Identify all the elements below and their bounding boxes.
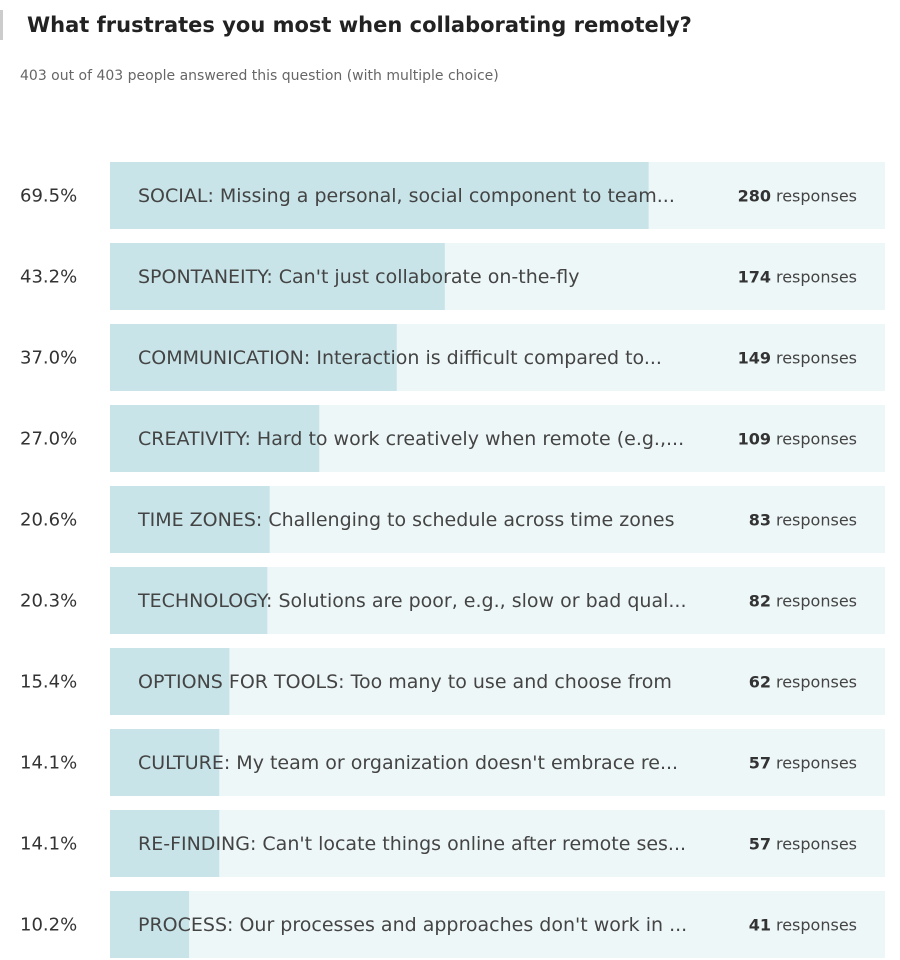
bar: [110, 567, 268, 634]
count-number: 57: [749, 834, 771, 853]
bar: [110, 648, 230, 715]
count-number: 149: [738, 348, 771, 367]
category-label: SPONTANEITY: Can't just collaborate on-t…: [138, 266, 580, 288]
response-count: 57 responses: [749, 753, 857, 772]
percent-label: 37.0%: [20, 348, 77, 369]
count-number: 62: [749, 672, 771, 691]
percent-label: 20.3%: [20, 591, 77, 612]
category-label: CREATIVITY: Hard to work creatively when…: [138, 428, 684, 450]
response-count: 174 responses: [738, 267, 857, 286]
percent-label: 43.2%: [20, 267, 77, 288]
response-count: 57 responses: [749, 834, 857, 853]
bar: [110, 486, 270, 553]
bar: [110, 243, 445, 310]
category-label: PROCESS: Our processes and approaches do…: [138, 914, 687, 936]
count-unit: responses: [776, 186, 857, 205]
percent-label: 27.0%: [20, 429, 77, 450]
category-label: CULTURE: My team or organization doesn't…: [138, 752, 678, 774]
response-count: 41 responses: [749, 915, 857, 934]
response-count: 109 responses: [738, 429, 857, 448]
response-count: 280 responses: [738, 186, 857, 205]
response-count: 62 responses: [749, 672, 857, 691]
left-accent: [0, 10, 3, 40]
category-label: TIME ZONES: Challenging to schedule acro…: [137, 509, 675, 531]
response-count: 149 responses: [738, 348, 857, 367]
bar-track: [110, 810, 885, 877]
count-number: 41: [749, 915, 771, 934]
category-label: OPTIONS FOR TOOLS: Too many to use and c…: [138, 671, 672, 693]
chart-subtitle: 403 out of 403 people answered this ques…: [20, 68, 499, 84]
percent-label: 10.2%: [20, 915, 77, 936]
count-number: 57: [749, 753, 771, 772]
bar: [110, 405, 320, 472]
bar: [110, 162, 649, 229]
category-label: COMMUNICATION: Interaction is difficult …: [138, 347, 662, 369]
count-unit: responses: [776, 429, 857, 448]
bar: [110, 891, 190, 958]
count-unit: responses: [776, 753, 857, 772]
percent-label: 14.1%: [20, 753, 77, 774]
percent-label: 14.1%: [20, 834, 77, 855]
percent-label: 69.5%: [20, 186, 77, 207]
count-unit: responses: [776, 591, 857, 610]
bar-track: [110, 648, 885, 715]
count-number: 82: [749, 591, 771, 610]
count-unit: responses: [776, 510, 857, 529]
count-number: 174: [738, 267, 771, 286]
count-number: 280: [738, 186, 771, 205]
count-unit: responses: [776, 348, 857, 367]
count-number: 109: [738, 429, 771, 448]
chart-title: What frustrates you most when collaborat…: [27, 13, 692, 37]
response-count: 82 responses: [749, 591, 857, 610]
bar: [110, 324, 397, 391]
count-unit: responses: [776, 672, 857, 691]
bar: [110, 810, 220, 877]
category-label: RE-FINDING: Can't locate things online a…: [138, 833, 686, 855]
response-count: 83 responses: [749, 510, 857, 529]
count-unit: responses: [776, 915, 857, 934]
count-unit: responses: [776, 834, 857, 853]
category-label: SOCIAL: Missing a personal, social compo…: [138, 185, 675, 207]
category-label: TECHNOLOGY: Solutions are poor, e.g., sl…: [137, 590, 687, 612]
percent-label: 20.6%: [20, 510, 77, 531]
bar-track: [110, 729, 885, 796]
count-number: 83: [749, 510, 771, 529]
bar: [110, 729, 220, 796]
percent-label: 15.4%: [20, 672, 77, 693]
bar-track: [110, 891, 885, 958]
count-unit: responses: [776, 267, 857, 286]
